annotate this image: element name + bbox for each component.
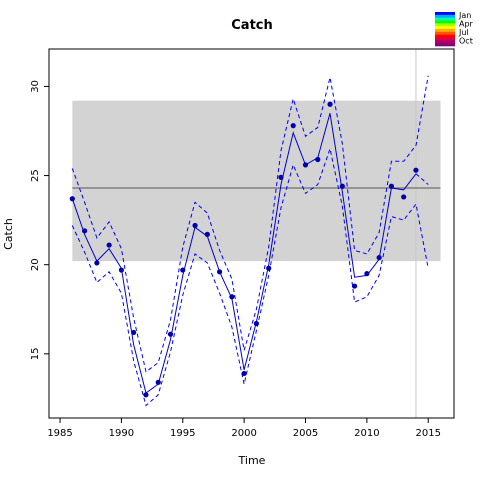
observed-point xyxy=(180,267,186,273)
series-upper-tail-line xyxy=(415,173,429,185)
plot-frame xyxy=(48,48,455,419)
x-tick-label: 1985 xyxy=(47,428,72,439)
x-tick-label: 2015 xyxy=(416,428,441,439)
observed-point xyxy=(315,156,321,163)
legend-swatch xyxy=(435,37,455,41)
y-tick-label: 30 xyxy=(30,80,41,93)
observed-point xyxy=(204,231,210,237)
series-lower-line xyxy=(71,146,429,407)
x-tick-label: 1995 xyxy=(170,428,195,439)
observed-point xyxy=(413,167,419,173)
y-axis-label: Catch xyxy=(2,218,15,250)
y-tick-label: 20 xyxy=(30,258,41,271)
series-fit-line xyxy=(71,113,417,394)
observed-point xyxy=(253,320,260,327)
x-axis-label: Time xyxy=(238,454,266,467)
legend-swatch xyxy=(435,43,455,47)
x-tick-label: 2000 xyxy=(231,428,256,439)
legend-swatch xyxy=(435,34,455,38)
legend-swatch xyxy=(435,31,455,35)
y-tick-label: 25 xyxy=(30,169,41,182)
observed-point xyxy=(94,260,100,266)
observed-point xyxy=(376,254,382,261)
observed-point xyxy=(241,370,247,377)
observed-point xyxy=(143,392,149,398)
y-axis: 15 20 25 30 xyxy=(30,80,49,360)
observed-point xyxy=(351,283,358,289)
legend-swatch xyxy=(435,26,455,30)
legend-swatch xyxy=(435,23,455,27)
observed-point xyxy=(216,269,223,275)
chart-title: Catch xyxy=(231,18,273,33)
observed-point xyxy=(69,196,75,202)
legend-label: Jul xyxy=(458,28,469,37)
observed-point xyxy=(131,329,137,336)
observed-point xyxy=(167,331,174,337)
plot-area xyxy=(69,49,441,418)
legend-label: Apr xyxy=(459,20,474,29)
observed-point xyxy=(278,174,284,180)
x-tick-label: 1990 xyxy=(109,428,134,439)
observed-point xyxy=(401,194,407,200)
y-tick-label: 15 xyxy=(30,347,41,360)
x-tick-label: 2005 xyxy=(293,428,318,439)
observed-point xyxy=(106,242,112,248)
observed-point xyxy=(302,162,309,168)
legend-swatch xyxy=(435,40,455,44)
observed-point xyxy=(192,222,198,229)
legend-swatch xyxy=(435,20,455,24)
x-axis: 1985 1990 1995 2000 2005 2010 2015 xyxy=(47,418,441,439)
legend-label: Oct xyxy=(459,37,473,46)
x-tick-label: 2010 xyxy=(354,428,379,439)
legend-swatch xyxy=(435,29,455,33)
series-upper-line xyxy=(71,75,429,373)
legend-swatch xyxy=(435,14,455,18)
observed-point xyxy=(339,183,345,189)
reference-band xyxy=(72,100,441,262)
observed-point xyxy=(327,101,333,107)
observed-point xyxy=(229,294,235,300)
observed-point xyxy=(118,267,125,273)
observed-point xyxy=(266,265,272,271)
observed-point xyxy=(155,379,161,385)
legend-swatch xyxy=(435,12,455,16)
observed-point xyxy=(388,183,395,189)
legend-label: Jan xyxy=(458,11,471,20)
observed-point xyxy=(290,123,296,129)
legend-swatch xyxy=(435,17,455,21)
observed-point xyxy=(81,228,88,234)
observed-point xyxy=(364,271,370,277)
